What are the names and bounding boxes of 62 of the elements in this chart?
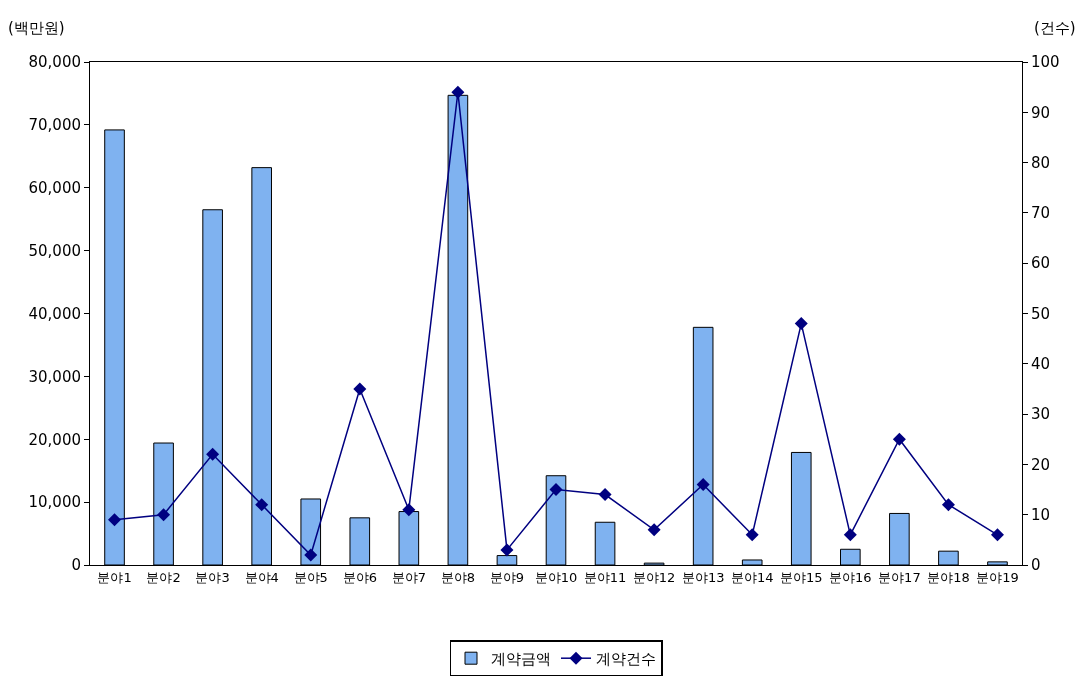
x-tick-label: 분야5 <box>293 569 328 585</box>
point <box>843 528 857 542</box>
x-tick-label: 분야13 <box>681 569 725 585</box>
y-tick-label: 50,000 <box>28 241 81 260</box>
y2-tick-label: 100 <box>1031 53 1060 72</box>
x-tick-label: 분야18 <box>927 569 970 585</box>
y-tick-label: 0 <box>71 556 81 575</box>
point <box>157 508 171 522</box>
y-tick-label: 30,000 <box>28 367 81 386</box>
y2-tick-label: 70 <box>1031 204 1051 223</box>
x-tick-label: 분야6 <box>342 569 377 585</box>
x-tick-label: 분야7 <box>391 569 426 585</box>
point <box>598 488 612 502</box>
y-tick-label: 60,000 <box>28 179 81 197</box>
y2-tick-label: 90 <box>1031 103 1051 122</box>
y2-tick-label: 30 <box>1031 405 1051 424</box>
x-tick-label: 분야8 <box>440 569 476 585</box>
point <box>353 382 367 396</box>
x-tick-label: 분야4 <box>244 569 279 585</box>
y2-tick-label: 40 <box>1031 355 1051 374</box>
point <box>108 513 122 527</box>
x-tick-label: 분야14 <box>730 569 774 585</box>
point <box>745 528 759 542</box>
x-tick-label: 분야2 <box>146 569 181 585</box>
x-tick-label: 분야15 <box>779 569 823 585</box>
y-tick-label: 20,000 <box>28 430 81 449</box>
y2-tick-label: 10 <box>1031 505 1051 524</box>
point <box>304 548 318 562</box>
y2-tick-label: 0 <box>1031 556 1041 575</box>
x-tick-label: 분야11 <box>583 569 627 585</box>
x-tick-label: 분야1 <box>97 569 132 585</box>
x-tick-label: 분야17 <box>878 569 921 585</box>
point <box>990 528 1004 542</box>
point <box>255 498 269 512</box>
y2-tick-label: 80 <box>1031 153 1051 172</box>
y-tick-label: 80,000 <box>28 53 81 72</box>
point <box>696 478 710 492</box>
x-tick-label: 분야12 <box>632 569 676 585</box>
x-tick-label: 분야9 <box>489 569 525 585</box>
y2-axis-title: (건수) <box>1034 19 1076 37</box>
y2-tick-label: 60 <box>1031 254 1051 273</box>
x-tick-label: 분야10 <box>534 569 578 585</box>
point <box>794 317 808 331</box>
point <box>941 498 955 512</box>
point <box>206 447 220 461</box>
point <box>500 543 514 557</box>
legend-label: 계약건수 <box>596 650 656 669</box>
y-tick-label: 10,000 <box>28 493 81 512</box>
point <box>892 432 906 446</box>
point <box>549 483 563 497</box>
y-tick-label: 70,000 <box>28 116 81 135</box>
legend-label: 계약금액 <box>491 650 551 669</box>
y2-tick-label: 50 <box>1031 304 1051 323</box>
x-tick-label: 분야16 <box>829 569 872 585</box>
point <box>647 523 661 537</box>
y2-tick-label: 20 <box>1031 455 1051 474</box>
point <box>451 85 465 99</box>
y-tick-label: 40,000 <box>28 304 81 323</box>
point <box>402 503 416 517</box>
y-axis-title: (백만원) <box>8 19 65 37</box>
x-tick-label: 분야3 <box>195 569 230 585</box>
x-tick-label: 분야19 <box>976 569 1019 585</box>
